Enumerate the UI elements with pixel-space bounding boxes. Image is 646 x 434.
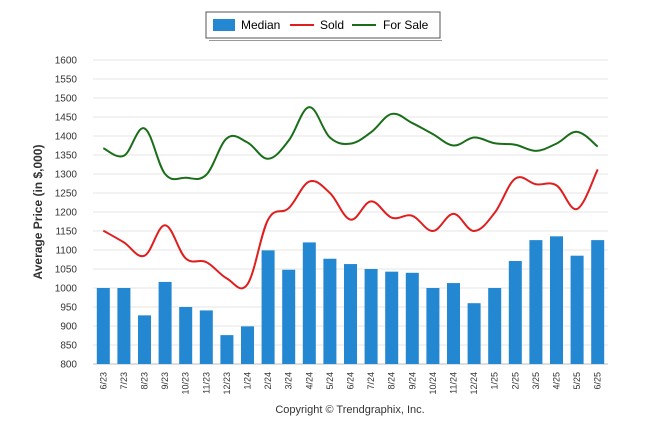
x-tick-label: 7/24	[366, 372, 376, 390]
bar-median	[220, 335, 234, 364]
bar-median	[508, 261, 522, 364]
copyright-text: Copyright © Trendgraphix, Inc.	[275, 404, 424, 416]
x-tick-label: 8/24	[387, 372, 397, 390]
y-tick-label: 1600	[55, 56, 78, 67]
y-tick-label: 1350	[55, 151, 78, 162]
y-tick-label: 900	[60, 322, 77, 333]
y-tick-label: 950	[60, 303, 77, 314]
x-tick-label: 6/23	[98, 372, 108, 390]
legend-box	[205, 11, 441, 39]
bar-median	[282, 269, 296, 364]
line-sold	[102, 168, 599, 290]
y-tick-label: 1000	[55, 284, 78, 295]
x-tick-label: 4/25	[552, 372, 562, 390]
bar-median	[241, 326, 254, 364]
bar-median	[467, 303, 481, 364]
x-tick-label: 1/24	[243, 372, 253, 390]
y-tick-label: 1550	[55, 75, 78, 86]
bar-median	[529, 240, 543, 364]
x-tick-label: 2/25	[510, 372, 520, 390]
y-tick-label: 1450	[55, 113, 78, 124]
x-tick-label: 12/24	[469, 372, 479, 395]
y-tick-label: 800	[60, 360, 77, 371]
y-tick-label: 1200	[55, 208, 78, 219]
x-tick-label: 11/23	[201, 372, 211, 394]
x-tick-label: 6/24	[346, 372, 356, 390]
bar-median	[364, 269, 378, 364]
bar-median	[138, 315, 151, 364]
y-tick-label: 1400	[55, 132, 78, 143]
x-tick-label: 12/23	[222, 372, 232, 395]
x-tick-label: 6/25	[593, 372, 603, 390]
bar-median	[96, 288, 110, 364]
x-tick-label: 4/24	[304, 372, 314, 390]
bar-median	[261, 250, 275, 364]
y-tick-label: 1250	[55, 189, 78, 200]
line-for-sale	[102, 106, 599, 181]
x-tick-label: 11/24	[449, 372, 459, 394]
series-lines	[102, 106, 599, 290]
bar-median	[117, 288, 131, 364]
x-tick-label: 7/23	[119, 372, 129, 390]
x-tick-label: 2/24	[263, 372, 273, 390]
y-axis-label: Average Price (in $,000)	[31, 145, 45, 280]
y-tick-labels: 800 850 900 950 1000 1050 1100 1150 1200 1250 1300…	[55, 56, 78, 371]
y-tick-label: 1050	[55, 265, 78, 276]
x-tick-label: 5/24	[325, 372, 335, 390]
x-tick-label: 9/24	[407, 372, 417, 390]
legend-swatch-median	[213, 19, 235, 31]
legend-shadow	[209, 40, 442, 41]
bar-median	[344, 264, 357, 364]
x-tick-label: 3/24	[284, 372, 294, 390]
x-tick-label: 10/24	[428, 372, 438, 395]
bar-median	[302, 242, 316, 364]
x-tick-label: 8/23	[140, 372, 150, 390]
bar-median	[405, 272, 419, 364]
x-tick-label: 5/25	[572, 372, 582, 390]
bar-median	[199, 310, 213, 364]
legend-label-median: Median	[241, 18, 280, 32]
legend-label-sold: Sold	[320, 18, 344, 32]
bar-median	[385, 271, 399, 364]
bar-median	[323, 258, 337, 364]
x-tick-labels: 6/23 7/23 8/23 9/23 10/23 11/23 12/23 1/24 2/24 3…	[98, 372, 602, 395]
bar-median	[550, 236, 563, 364]
x-tick-label: 10/23	[181, 372, 191, 395]
x-tick-label: 9/23	[160, 372, 170, 390]
y-tick-label: 1100	[55, 246, 77, 257]
x-tick-label: 1/25	[490, 372, 500, 390]
y-tick-label: 1300	[55, 170, 78, 181]
legend-label-for-sale: For Sale	[383, 18, 429, 32]
bar-median	[158, 281, 172, 364]
bar-median	[488, 288, 502, 364]
y-tick-label: 850	[60, 341, 77, 352]
median-bars	[96, 236, 605, 364]
x-tick-label: 3/25	[531, 372, 541, 390]
bar-median	[570, 255, 584, 364]
bar-median	[591, 240, 605, 364]
y-tick-label: 1500	[55, 94, 78, 105]
bar-median	[426, 288, 440, 364]
y-tick-label: 1150	[55, 227, 77, 238]
legend: Median Sold For Sale	[205, 11, 442, 41]
bar-median	[447, 283, 460, 364]
bar-median	[179, 307, 193, 364]
